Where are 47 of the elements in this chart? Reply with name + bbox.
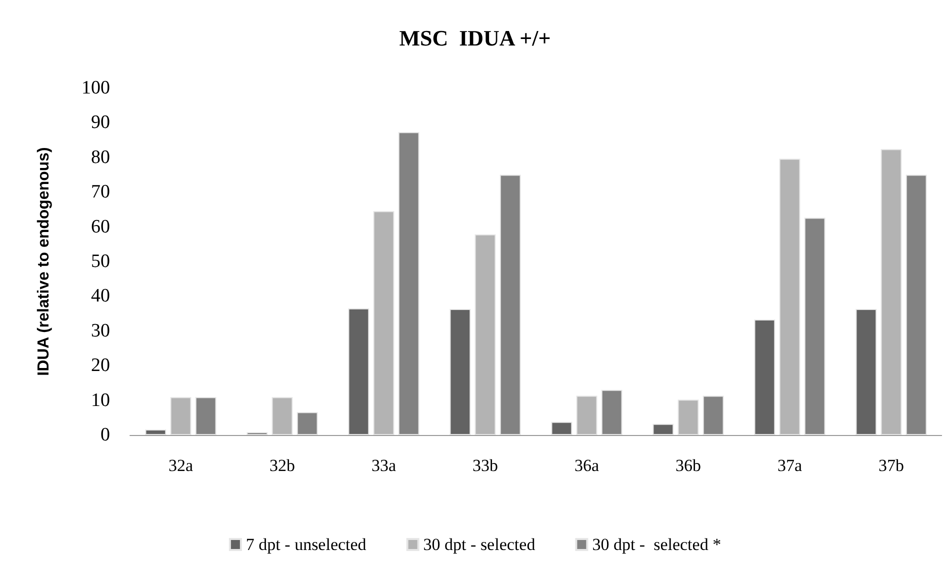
bar — [652, 424, 674, 435]
bar — [678, 400, 699, 435]
bar — [551, 422, 572, 435]
bar — [145, 429, 166, 435]
y-tick-label: 40 — [91, 286, 110, 307]
x-tick-label: 33b — [472, 456, 498, 475]
bar — [601, 390, 622, 435]
bar — [348, 308, 370, 435]
chart-title: MSC IDUA +/+ — [399, 26, 551, 50]
bar — [474, 234, 496, 435]
legend-label: 30 dpt - selected * — [592, 535, 722, 554]
bar — [779, 158, 800, 435]
bar — [272, 397, 293, 435]
bar — [195, 397, 216, 435]
y-tick-label: 50 — [91, 251, 110, 272]
legend-label: 7 dpt - unselected — [246, 535, 367, 554]
bar — [500, 174, 521, 435]
y-tick-label: 70 — [91, 182, 110, 203]
y-tick-label: 0 — [100, 424, 110, 446]
y-tick-label: 20 — [91, 355, 110, 376]
bar — [754, 319, 776, 435]
bar — [296, 412, 318, 435]
bar — [804, 218, 826, 435]
y-tick-label: 90 — [91, 112, 110, 134]
bar — [450, 309, 471, 435]
legend-label: 30 dpt - selected — [423, 535, 536, 554]
bar — [576, 396, 598, 435]
y-axis-title: IDUA (relative to endogenous) — [36, 147, 52, 376]
bar — [373, 211, 394, 435]
x-tick-label: 37b — [878, 456, 904, 475]
y-tick-label: 10 — [91, 390, 110, 411]
y-tick-label: 60 — [91, 216, 110, 238]
x-tick-label: 32b — [270, 456, 295, 475]
x-tick-label: 33a — [371, 456, 396, 475]
bar — [170, 397, 192, 435]
bar — [906, 174, 927, 435]
bar — [398, 132, 420, 435]
x-tick-label: 37a — [777, 456, 802, 475]
y-tick-label: 30 — [91, 320, 110, 342]
bar — [702, 396, 724, 435]
y-tick-label: 100 — [82, 78, 110, 98]
y-tick-label: 80 — [91, 146, 110, 168]
bar — [856, 309, 877, 435]
x-tick-label: 36a — [574, 456, 600, 475]
bar — [880, 149, 902, 435]
x-tick-label: 32a — [168, 456, 194, 475]
x-tick-label: 36b — [676, 456, 701, 475]
